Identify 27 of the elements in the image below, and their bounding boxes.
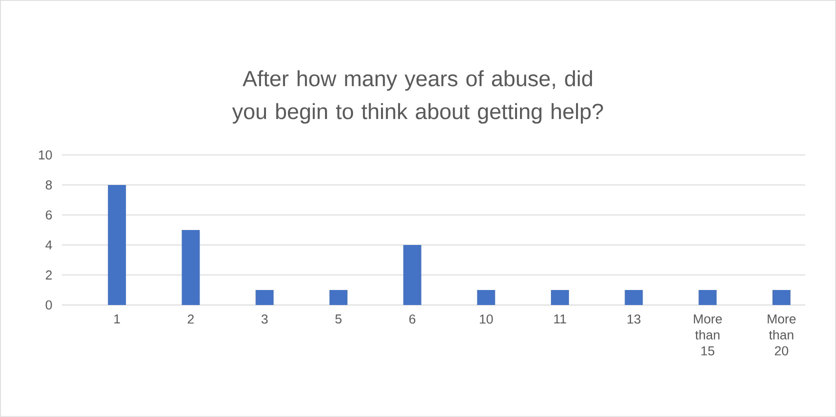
chart-title: After how many years of abuse, did you begin to think about getting help?: [232, 70, 603, 124]
bar: [108, 184, 126, 306]
x-tick-label: 11: [554, 314, 566, 324]
bar: [329, 290, 348, 306]
x-tick-label: 13: [628, 314, 640, 324]
bar: [256, 290, 274, 306]
bar: [403, 245, 422, 306]
bar: [550, 290, 569, 306]
y-tick-label: 0: [46, 300, 52, 310]
x-tick-label: 10: [480, 314, 493, 324]
bar: [624, 290, 643, 306]
bar: [477, 290, 496, 306]
y-tick-label: 4: [46, 240, 52, 250]
bar: [772, 290, 790, 306]
y-tick-label: 6: [46, 210, 52, 220]
x-tick-label: 6: [409, 314, 416, 324]
y-tick-label: 10: [38, 150, 52, 160]
bar: [182, 230, 200, 306]
x-tick-label: More than 15: [694, 314, 722, 356]
y-tick-label: 2: [46, 270, 52, 280]
x-tick-label: 5: [335, 314, 342, 324]
x-tick-label: 2: [188, 314, 194, 324]
bar: [698, 290, 717, 306]
x-tick-label: More than 20: [768, 314, 796, 356]
y-tick-label: 8: [46, 180, 52, 190]
x-tick-label: 3: [262, 314, 268, 324]
x-tick-label: 1: [114, 314, 120, 324]
